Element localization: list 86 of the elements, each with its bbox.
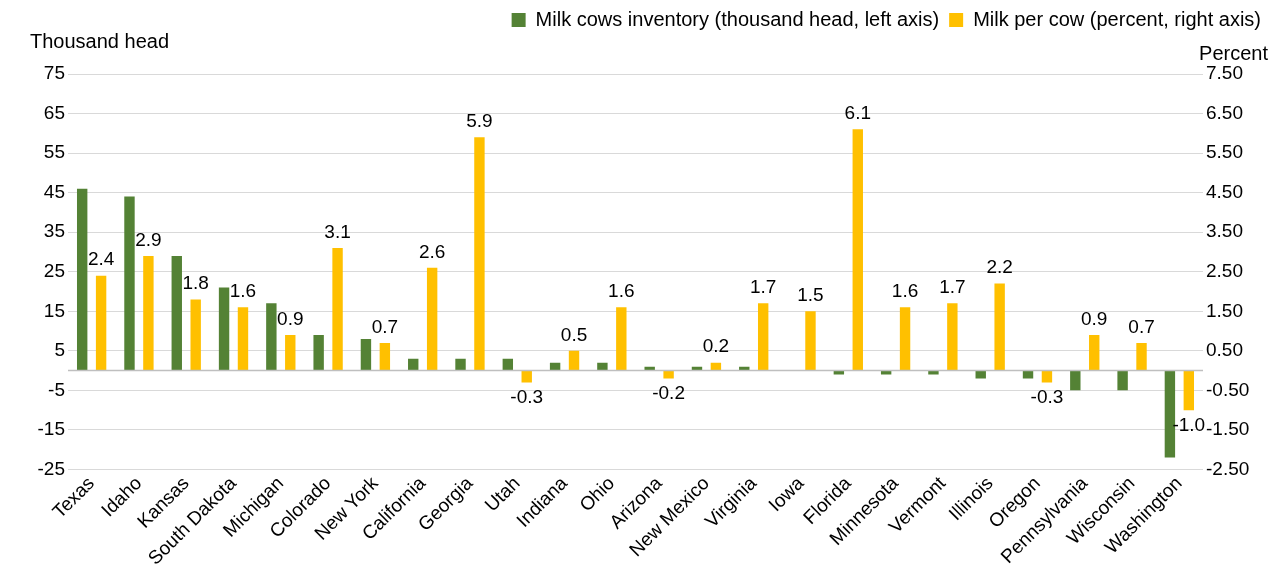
data-label: -0.3 [510, 386, 544, 408]
bar [880, 370, 892, 375]
bar [852, 129, 863, 371]
bar [266, 303, 277, 371]
bar [757, 303, 769, 371]
y-tick-label: -25 [37, 457, 65, 479]
y-tick-label: 75 [43, 62, 65, 84]
data-label: 3.1 [324, 220, 351, 242]
y2-axis-title: Percent [1199, 41, 1269, 64]
y2-tick-label: 3.50 [1206, 220, 1243, 242]
bar [899, 307, 911, 371]
y2-tick-label: 2.50 [1206, 259, 1243, 281]
bar [1136, 342, 1147, 371]
bar [360, 338, 372, 371]
y2-tick-label: 4.50 [1206, 180, 1243, 202]
data-label: 1.5 [797, 284, 824, 306]
bar [332, 248, 343, 371]
bar [237, 307, 249, 371]
data-label: 1.6 [229, 280, 257, 302]
bar [313, 335, 324, 371]
bar [285, 335, 296, 371]
data-label: 1.6 [891, 280, 919, 302]
bar [928, 370, 939, 375]
legend-label: Milk cows inventory (thousand head, left axis) [535, 7, 940, 30]
bar [1070, 370, 1081, 391]
bar [975, 370, 986, 379]
y2-tick-label: -1.50 [1206, 418, 1250, 440]
data-label: 1.8 [182, 272, 209, 294]
bar [663, 370, 674, 379]
y2-tick-label: 5.50 [1206, 141, 1243, 163]
data-label: 1.6 [608, 280, 635, 302]
bar [568, 350, 580, 371]
data-label: 2.9 [135, 228, 162, 250]
bar [379, 342, 391, 371]
bar [616, 307, 627, 371]
data-label: 0.5 [560, 323, 588, 345]
y2-tick-label: 1.50 [1206, 299, 1243, 321]
bar [1183, 370, 1195, 411]
y-tick-label: 65 [43, 101, 65, 123]
data-label: 0.2 [702, 335, 730, 357]
y-tick-label: -5 [48, 378, 65, 400]
bar [95, 275, 107, 371]
data-label: 0.7 [371, 315, 399, 337]
bar [455, 358, 466, 371]
bar [171, 255, 182, 371]
y2-tick-label: -2.50 [1206, 457, 1250, 479]
bar [1022, 370, 1034, 379]
data-label: 2.2 [986, 256, 1013, 278]
data-label: 6.1 [844, 102, 871, 124]
bar [805, 311, 816, 371]
data-label: 2.4 [87, 248, 115, 270]
y-tick-label: 5 [54, 339, 65, 361]
bar [833, 370, 845, 375]
data-label: 0.9 [277, 307, 304, 329]
bar [947, 303, 958, 371]
bar [76, 188, 88, 371]
data-label: -0.3 [1030, 386, 1064, 408]
x-tick-label: Ohio [575, 472, 619, 516]
y-tick-label: 35 [43, 220, 65, 242]
data-label: -0.2 [652, 382, 685, 404]
data-label: 1.7 [749, 276, 777, 298]
bar [426, 267, 438, 371]
data-label: 0.7 [1128, 315, 1155, 337]
data-label: 0.9 [1081, 307, 1108, 329]
bar [1117, 370, 1128, 391]
data-label: 2.6 [418, 240, 446, 262]
data-label: 1.7 [939, 276, 966, 298]
bar [1089, 335, 1100, 371]
y-axis-title: Thousand head [30, 29, 170, 52]
y2-tick-label: -0.50 [1206, 378, 1250, 400]
y-tick-label: 45 [43, 180, 65, 202]
bar [124, 196, 135, 371]
y-tick-label: 25 [43, 259, 65, 281]
data-label: 5.9 [466, 110, 493, 132]
y2-tick-label: 7.50 [1206, 62, 1243, 84]
bar [474, 137, 485, 371]
y-tick-label: 55 [43, 141, 65, 163]
bar [218, 287, 230, 371]
bar [190, 299, 201, 371]
y-tick-label: -15 [37, 418, 65, 440]
bar [143, 255, 154, 371]
legend-label: Milk per cow (percent, right axis) [973, 7, 1262, 30]
bar [994, 283, 1005, 371]
y2-tick-label: 6.50 [1206, 101, 1243, 123]
y-tick-label: 15 [43, 299, 65, 321]
y2-tick-label: 0.50 [1206, 339, 1243, 361]
